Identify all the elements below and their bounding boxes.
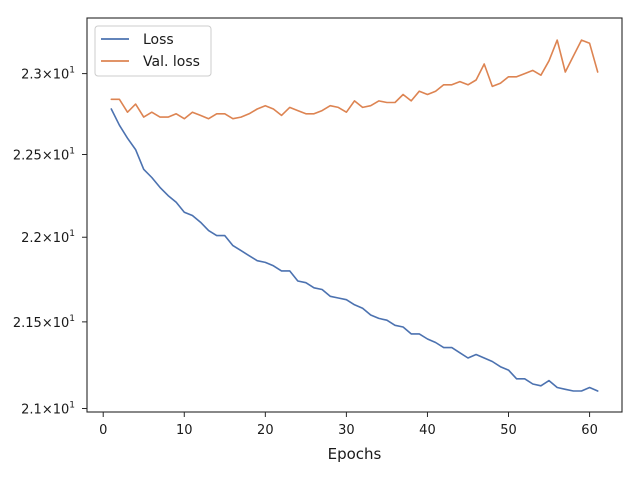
x-tick-label: 10	[176, 423, 193, 438]
series-layer	[110, 39, 599, 392]
x-tick-label: 40	[419, 423, 436, 438]
y-tick-label: 2.25×101	[13, 147, 75, 164]
legend: Loss Val. loss	[94, 25, 212, 77]
x-tick-label: 60	[581, 423, 598, 438]
y-tick-label: 2.3×101	[21, 66, 75, 83]
x-tick-label: 30	[338, 423, 355, 438]
legend-label: Loss	[143, 32, 174, 48]
y-tick-label: 2.1×101	[21, 400, 75, 417]
series-line-0	[110, 108, 599, 392]
y-tick-label: 2.15×101	[13, 314, 75, 331]
x-tick-label: 0	[99, 423, 107, 438]
y-axis: 2.1×101 2.15×101 2.2×101 2.25×101 2.3×101	[13, 66, 87, 417]
x-tick-label: 50	[500, 423, 517, 438]
x-axis: 0 10 20 30 40 50 60	[99, 412, 598, 438]
series-line-1	[110, 39, 599, 120]
plot-frame	[86, 17, 623, 413]
y-tick-label: 2.2×101	[21, 229, 75, 246]
x-axis-label: Epochs	[328, 445, 382, 463]
x-tick-label: 20	[257, 423, 274, 438]
legend-label: Val. loss	[143, 54, 200, 70]
